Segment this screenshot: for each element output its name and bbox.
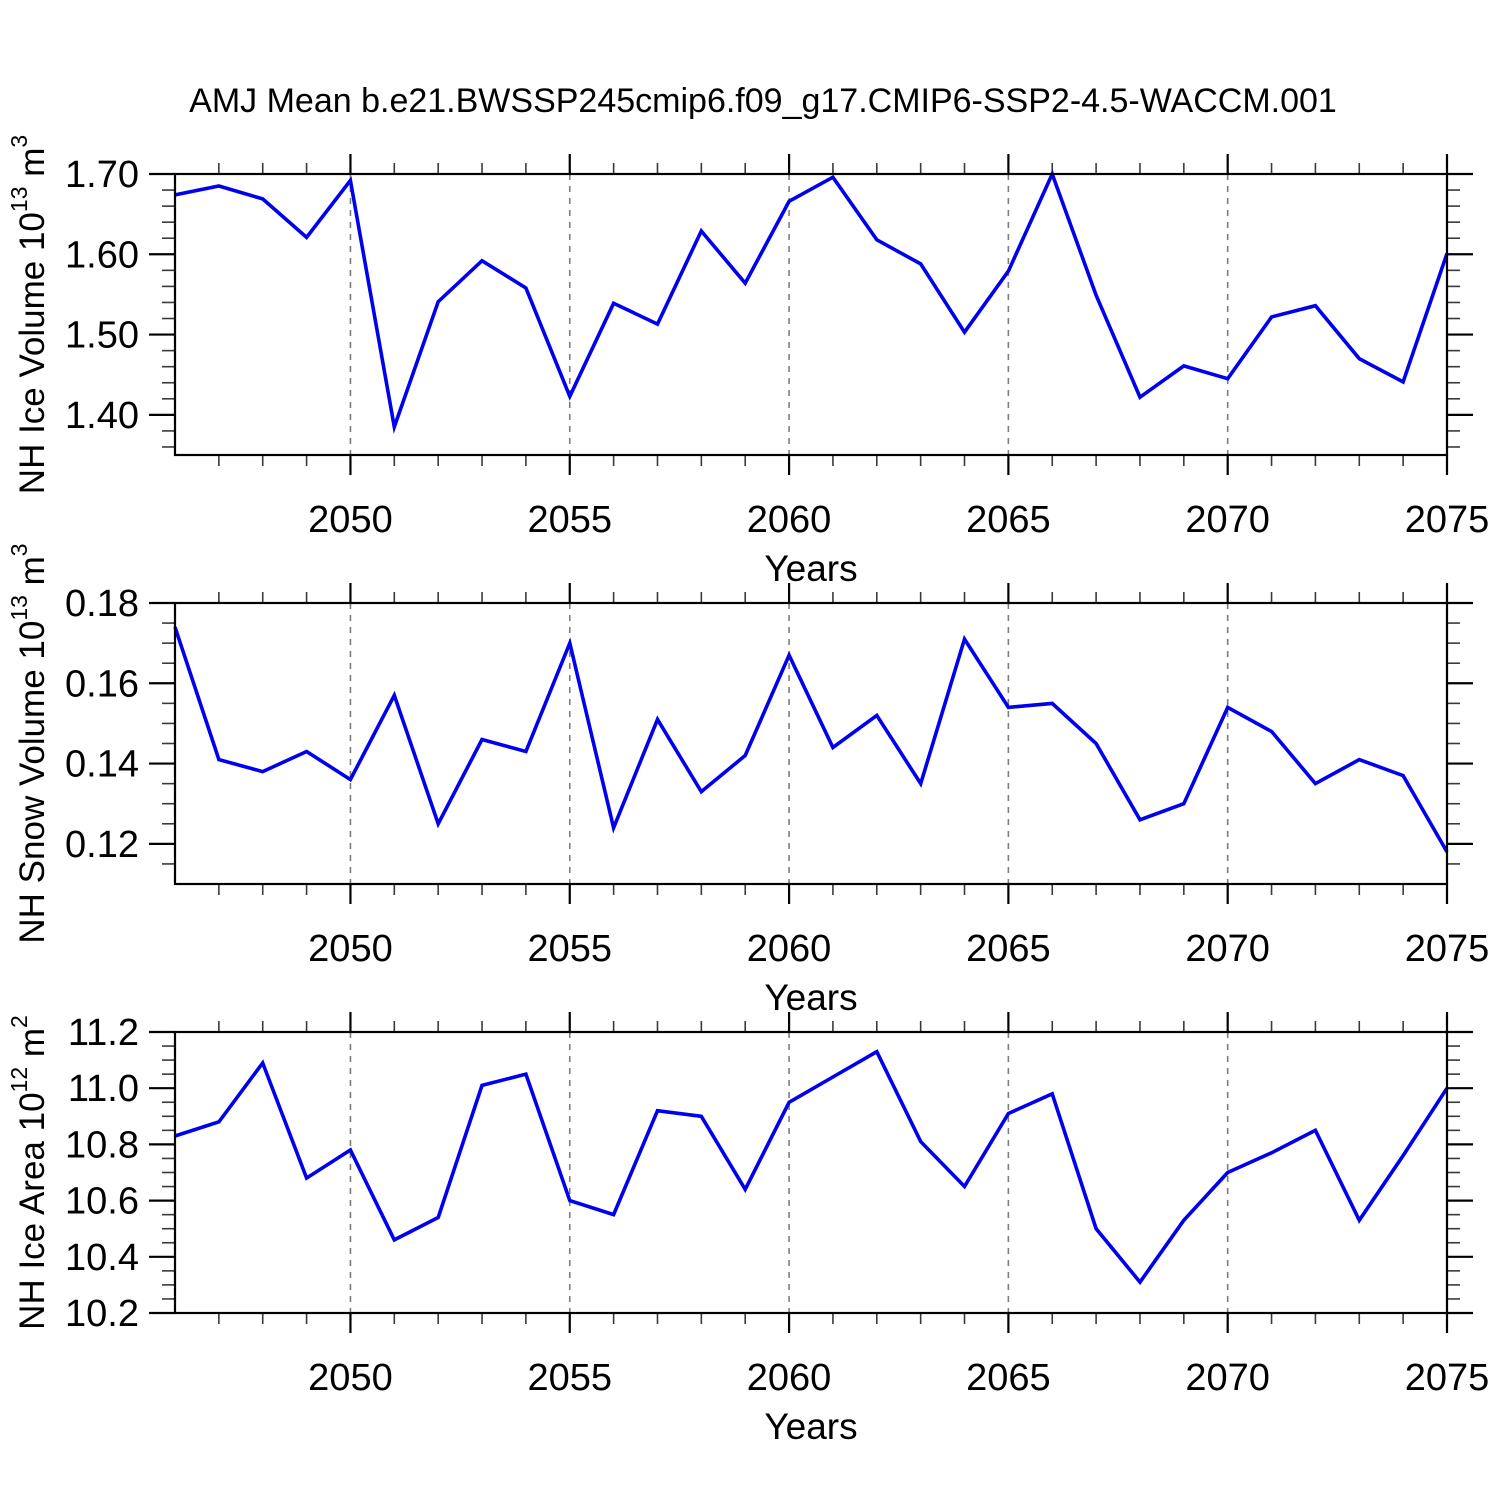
x-tick-label: 2060 [747, 499, 832, 541]
y-tick-label: 10.4 [65, 1237, 139, 1279]
chart-title: AMJ Mean b.e21.BWSSP245cmip6.f09_g17.CMI… [189, 82, 1337, 120]
x-axis-title: Years [764, 548, 857, 589]
y-tick-label: 0.12 [65, 824, 139, 866]
nh-snow-volume-line [173, 626, 1449, 853]
x-axis-title: Years [764, 977, 857, 1018]
nh-ice-volume-line [174, 169, 1449, 434]
x-tick-label: 2050 [308, 499, 393, 541]
panel-nh-ice-volume: 1.40 1.50 1.60 1.70 2050 2055 2060 2065 2070 2075… [6, 135, 1489, 589]
y-tick-label: 1.50 [65, 315, 139, 357]
x-tick-label: 2070 [1185, 928, 1270, 970]
plot-border-nh-ice-volume [173, 172, 1449, 457]
y-tick-label: 1.70 [65, 154, 139, 196]
ticks-nh-ice-volume [149, 154, 1473, 475]
y-tick-label: 1.60 [65, 234, 139, 276]
panel-nh-snow-volume: 0.12 0.14 0.16 0.18 2050 2055 2060 2065 2070 2075… [6, 543, 1489, 1018]
ticks-nh-snow-volume [149, 583, 1473, 904]
x-tick-label: 2050 [308, 1357, 393, 1399]
y-tick-label: 10.8 [65, 1124, 139, 1166]
x-axis-title: Years [764, 1406, 857, 1447]
y-tick-label: 10.2 [65, 1293, 139, 1335]
x-tick-label: 2055 [527, 928, 612, 970]
y-tick-label: 11.0 [68, 1068, 139, 1110]
y-tick-label: 0.16 [65, 663, 139, 705]
x-tick-label: 2070 [1185, 499, 1270, 541]
x-tick-label: 2065 [966, 1357, 1051, 1399]
x-tick-label: 2065 [966, 499, 1051, 541]
y-tick-label: 10.6 [65, 1181, 139, 1223]
x-tick-label: 2055 [527, 499, 612, 541]
ticks-nh-ice-area [149, 1012, 1473, 1333]
x-tick-label: 2070 [1185, 1357, 1270, 1399]
x-tick-label: 2050 [308, 928, 393, 970]
x-tick-label: 2075 [1405, 499, 1490, 541]
y-axis-title: NH Ice Area 1012 m2 [6, 1015, 52, 1330]
x-tick-label: 2065 [966, 928, 1051, 970]
gridlines-nh-ice-volume [349, 174, 1229, 455]
y-tick-label: 1.40 [65, 395, 139, 437]
y-axis-title: NH Snow Volume 1013 m3 [6, 543, 52, 943]
y-tick-label: 0.18 [65, 583, 139, 625]
gridlines-nh-ice-area [349, 1032, 1229, 1313]
x-tick-label: 2075 [1405, 1357, 1490, 1399]
x-tick-label: 2060 [747, 1357, 832, 1399]
x-tick-label: 2060 [747, 928, 832, 970]
x-tick-label: 2075 [1405, 928, 1490, 970]
nh-ice-area-line [174, 1049, 1449, 1286]
plot-border-nh-snow-volume [173, 601, 1449, 886]
panel-nh-ice-area: 10.2 10.4 10.6 10.8 11.0 11.2 2050 2055 2060 2065… [6, 1012, 1489, 1447]
y-axis-title: NH Ice Volume 1013 m3 [6, 135, 52, 494]
y-tick-label: 0.14 [65, 744, 139, 786]
y-tick-label: 11.2 [68, 1012, 139, 1054]
plot-border-nh-ice-area [173, 1030, 1449, 1315]
x-tick-label: 2055 [527, 1357, 612, 1399]
